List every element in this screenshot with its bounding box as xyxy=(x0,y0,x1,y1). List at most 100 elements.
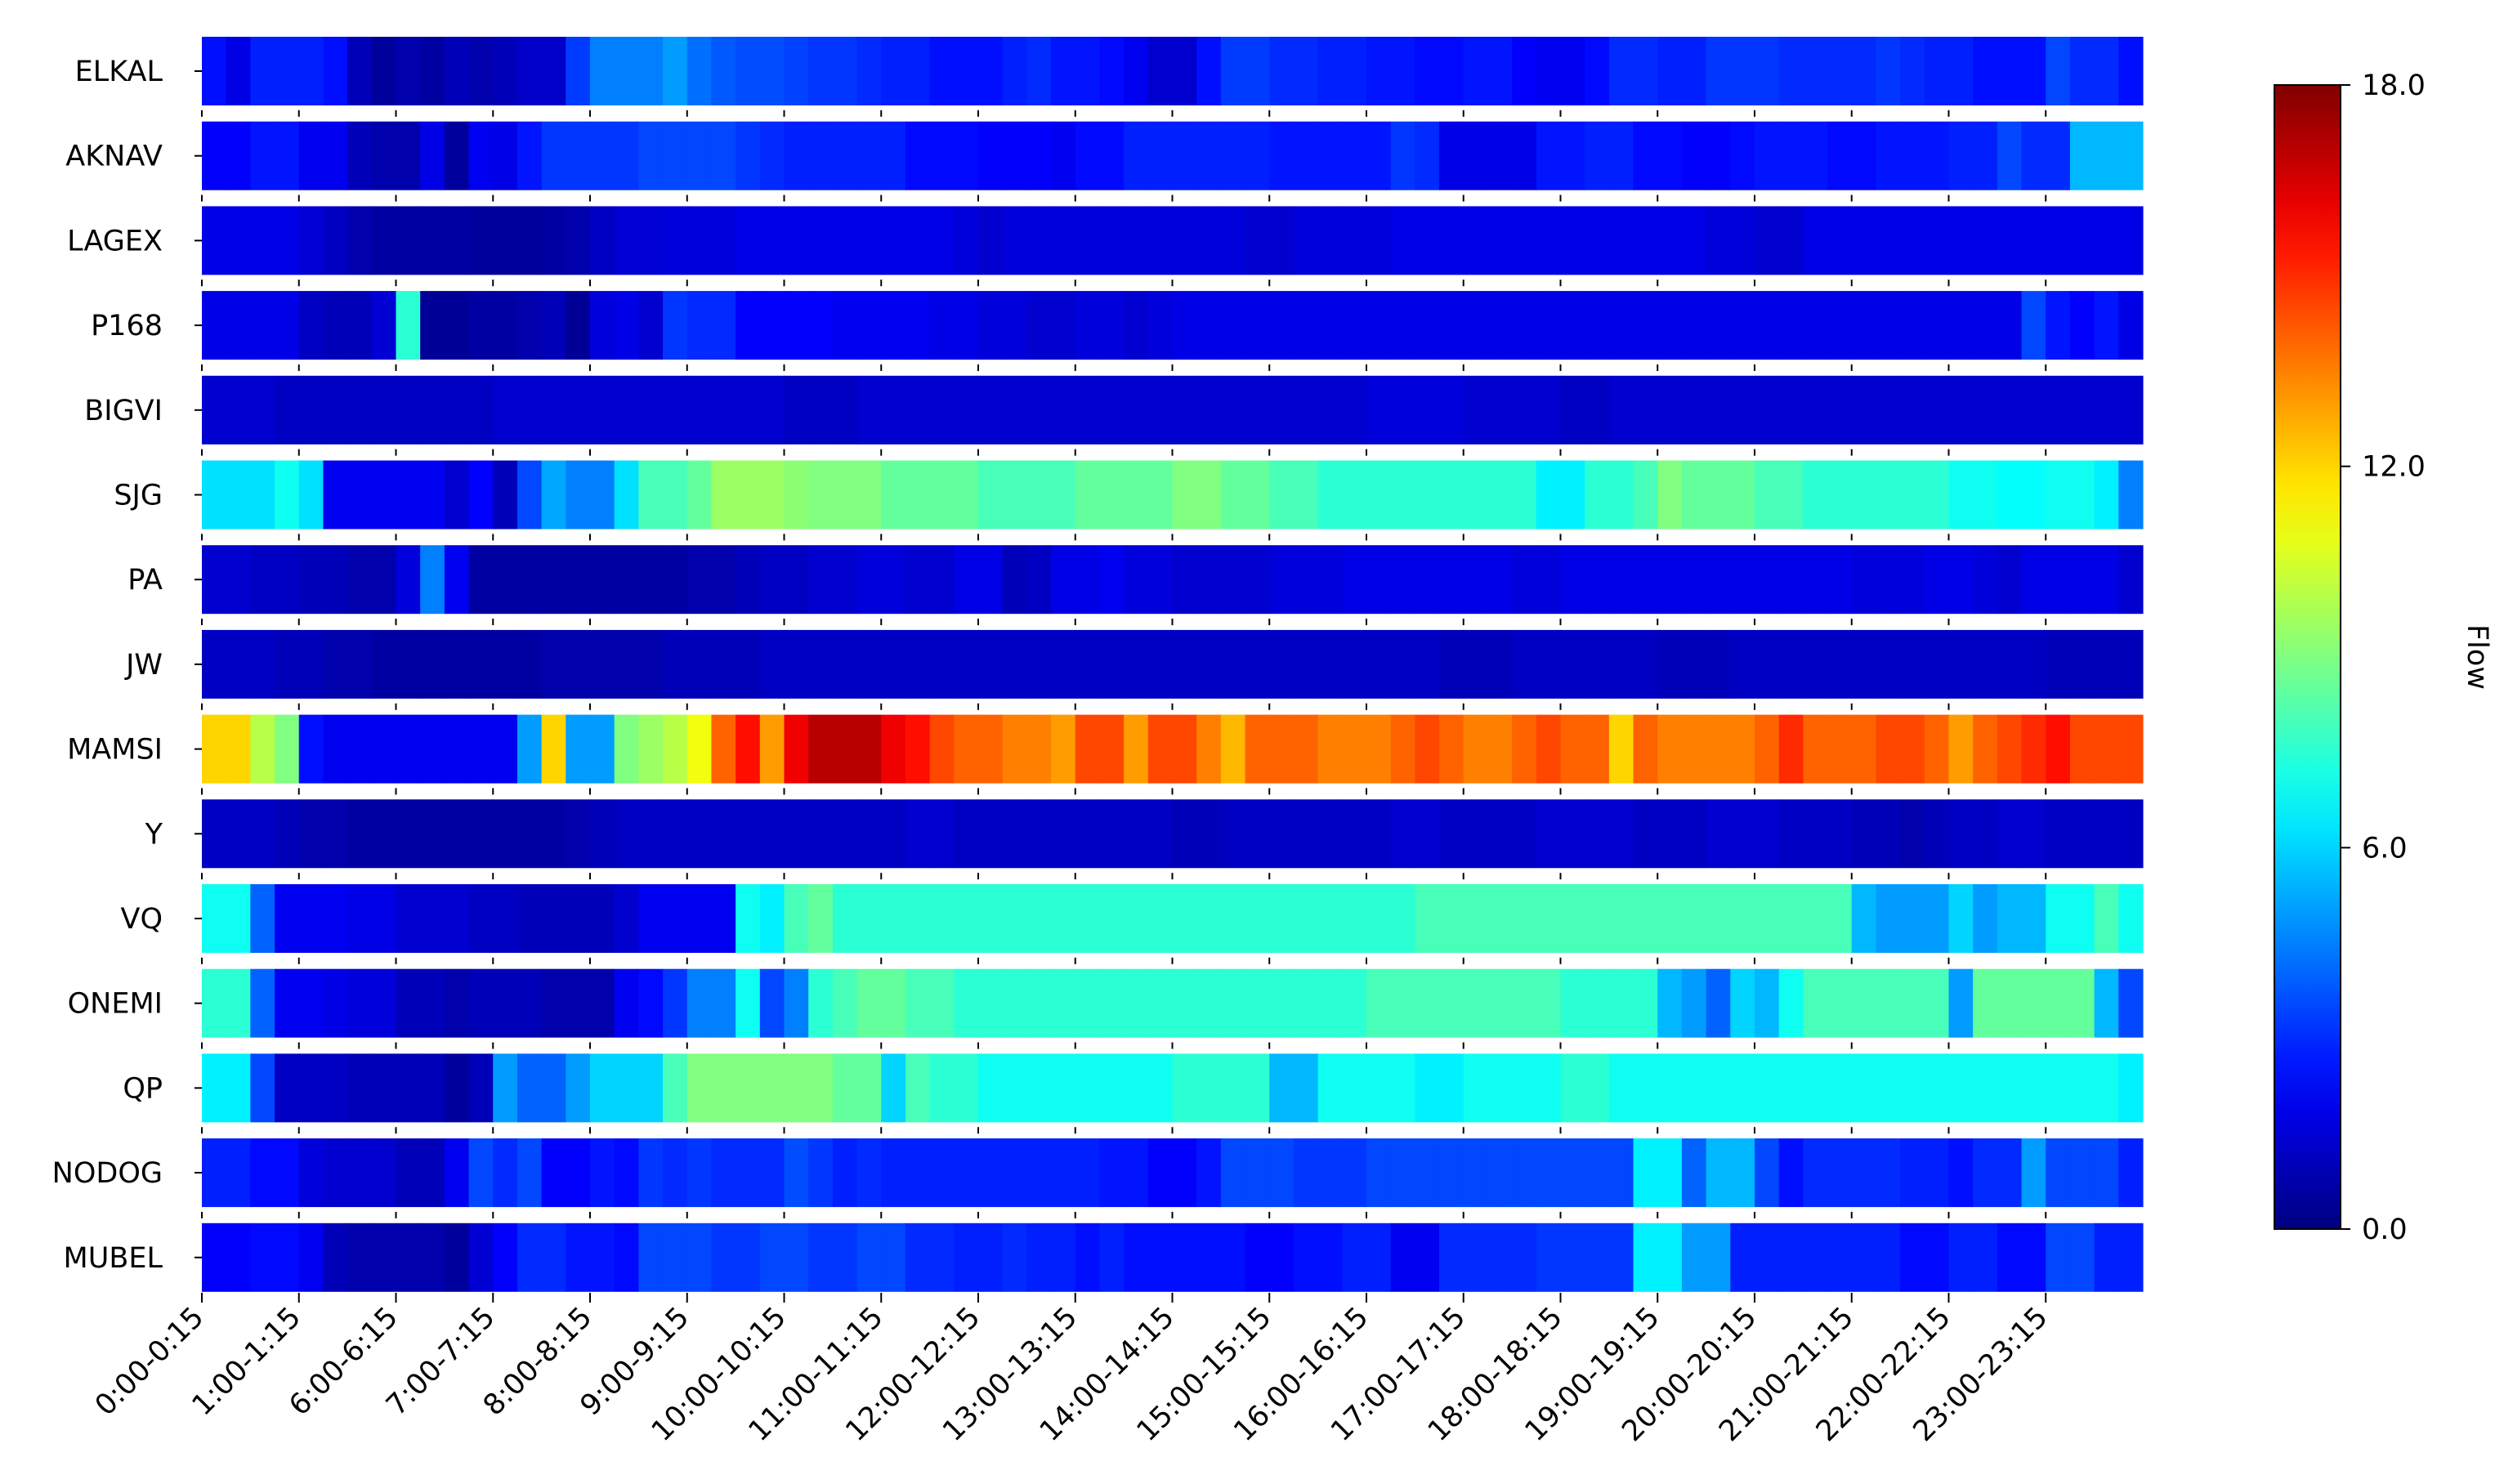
heatmap-cell xyxy=(686,460,713,530)
heatmap-cell xyxy=(323,121,348,190)
heatmap-cell xyxy=(808,1053,834,1123)
heatmap-cell xyxy=(1366,884,1392,953)
heatmap-cell xyxy=(1342,375,1367,445)
heatmap-cell xyxy=(202,1223,227,1292)
heatmap-cell xyxy=(420,545,445,615)
heatmap-cell xyxy=(226,545,251,615)
heatmap-cell xyxy=(2046,460,2071,530)
y-tick-label: ELKAL xyxy=(75,56,163,88)
heatmap-cell xyxy=(420,1138,445,1208)
heatmap-cell xyxy=(1317,37,1343,105)
y-tick-label: QP xyxy=(123,1072,163,1105)
heatmap-cell xyxy=(663,1223,688,1292)
heatmap-cell xyxy=(1512,545,1537,615)
heatmap-cell xyxy=(711,291,736,360)
heatmap-cell xyxy=(1487,799,1513,869)
heatmap-cell xyxy=(468,968,494,1038)
heatmap-cell xyxy=(1099,629,1125,699)
heatmap-cell xyxy=(2118,1138,2144,1208)
heatmap-cell xyxy=(1124,1053,1149,1123)
heatmap-cell xyxy=(1172,375,1197,445)
heatmap-cell xyxy=(1026,629,1052,699)
heatmap-cell xyxy=(566,968,591,1038)
heatmap-cell xyxy=(1803,629,1828,699)
heatmap-cell xyxy=(1876,375,1901,445)
heatmap-cell xyxy=(1512,799,1537,869)
heatmap-cell xyxy=(590,1138,615,1208)
heatmap-cell xyxy=(2118,884,2144,953)
heatmap-cell xyxy=(759,884,785,953)
heatmap-cell xyxy=(1366,460,1392,530)
heatmap-cell xyxy=(856,545,882,615)
heatmap-cell xyxy=(1075,121,1101,190)
heatmap-cell xyxy=(1585,884,1610,953)
heatmap-cell xyxy=(1851,291,1877,360)
heatmap-cell xyxy=(1827,629,1853,699)
heatmap-cell xyxy=(250,1223,275,1292)
heatmap-cell xyxy=(202,291,227,360)
heatmap-cell xyxy=(396,799,421,869)
heatmap-cell xyxy=(1876,1138,1901,1208)
y-tick-label: SJG xyxy=(114,480,163,512)
heatmap-cell xyxy=(1366,968,1392,1038)
heatmap-cell xyxy=(856,121,882,190)
heatmap-cell xyxy=(2118,714,2144,784)
heatmap-cell xyxy=(541,629,566,699)
heatmap-cell xyxy=(516,291,543,360)
heatmap-cell xyxy=(2046,121,2071,190)
heatmap-cell xyxy=(1608,799,1634,869)
heatmap-cell xyxy=(711,968,736,1038)
heatmap-cell xyxy=(275,1138,300,1208)
heatmap-cell xyxy=(566,799,591,869)
heatmap-cell xyxy=(1099,545,1125,615)
heatmap-cell xyxy=(832,460,858,530)
heatmap-cell xyxy=(1099,121,1125,190)
heatmap-cell xyxy=(686,714,713,784)
colorbar-tick-label: 0.0 xyxy=(2362,1214,2408,1246)
heatmap-cell xyxy=(250,714,275,784)
heatmap-cell xyxy=(1390,206,1415,275)
heatmap-cell xyxy=(2118,799,2144,869)
heatmap-cell xyxy=(1536,37,1562,105)
heatmap-cell xyxy=(2118,1223,2144,1292)
heatmap-cell xyxy=(1536,121,1562,190)
heatmap-cell xyxy=(1608,121,1634,190)
heatmap-cell xyxy=(468,291,494,360)
y-axis: ELKAL AKNAV LAGEX P168 BIGVI SJG PA JW MAMSI Y VQ O… xyxy=(52,56,202,1275)
heatmap-cell xyxy=(1608,1053,1634,1123)
heatmap-cell xyxy=(929,1223,955,1292)
heatmap-cell xyxy=(929,37,955,105)
heatmap-cell xyxy=(954,121,979,190)
heatmap-cell xyxy=(1026,714,1052,784)
heatmap-cell xyxy=(978,884,1004,953)
heatmap-cell xyxy=(978,1053,1004,1123)
heatmap-cell xyxy=(396,1138,421,1208)
heatmap-cell xyxy=(1778,206,1804,275)
heatmap-cell xyxy=(784,206,809,275)
heatmap-cell xyxy=(1948,1053,1974,1123)
heatmap-cell xyxy=(1948,1223,1974,1292)
heatmap-cell xyxy=(420,1053,445,1123)
heatmap-cell xyxy=(1390,799,1415,869)
heatmap-cell xyxy=(1415,291,1440,360)
heatmap-cell xyxy=(590,37,615,105)
heatmap-cell xyxy=(1876,884,1901,953)
heatmap-cell xyxy=(808,799,834,869)
heatmap-cell xyxy=(808,884,834,953)
heatmap-cell xyxy=(881,545,906,615)
heatmap-cell xyxy=(1269,291,1295,360)
heatmap-cell xyxy=(759,545,785,615)
heatmap-cell xyxy=(711,799,736,869)
heatmap-cell xyxy=(250,629,275,699)
heatmap-cell xyxy=(1075,206,1101,275)
heatmap-cell xyxy=(1730,1138,1755,1208)
heatmap-cell xyxy=(1924,545,1950,615)
heatmap-cell xyxy=(1293,206,1319,275)
heatmap-cell xyxy=(1585,629,1610,699)
heatmap-cell xyxy=(929,884,955,953)
heatmap-cell xyxy=(1560,1138,1585,1208)
heatmap-cell xyxy=(541,121,566,190)
heatmap-cell xyxy=(323,1138,348,1208)
heatmap-cell xyxy=(1608,1138,1634,1208)
heatmap-cell xyxy=(663,1138,688,1208)
